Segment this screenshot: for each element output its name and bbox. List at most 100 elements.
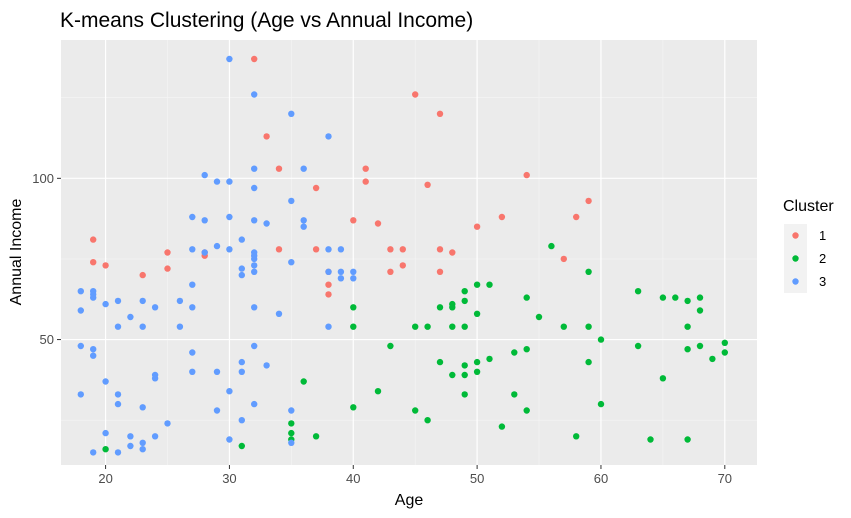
data-point-cluster-1 [498,213,506,221]
data-point-cluster-3 [325,323,332,330]
data-point-cluster-1 [362,178,369,185]
data-point-cluster-3 [139,404,146,411]
data-point-cluster-3 [114,297,122,305]
data-point-cluster-1 [387,268,394,275]
data-point-cluster-2 [350,323,357,330]
data-point-cluster-3 [251,91,258,98]
data-point-cluster-3 [164,420,171,427]
x-axis: 20 30 40 50 60 70 [98,465,732,486]
data-point-cluster-3 [325,268,332,275]
data-point-cluster-2 [424,417,431,424]
data-point-cluster-3 [90,352,97,359]
data-point-cluster-1 [399,246,406,253]
data-point-cluster-3 [251,255,258,263]
data-point-cluster-1 [436,110,444,118]
data-point-cluster-1 [374,220,382,227]
data-point-cluster-3 [151,304,159,311]
data-point-cluster-3 [151,433,159,440]
legend-marker-cluster-2 [792,255,799,262]
legend-label-cluster-1: 1 [819,228,826,243]
data-point-cluster-3 [189,246,196,253]
data-point-cluster-1 [275,246,283,253]
data-point-cluster-3 [226,55,233,63]
legend: Cluster 1 2 3 [783,198,834,293]
data-point-cluster-3 [114,323,122,330]
data-point-cluster-2 [374,388,382,395]
data-point-cluster-2 [288,429,295,437]
data-point-cluster-3 [288,439,295,446]
data-point-cluster-3 [251,165,258,172]
data-point-cluster-3 [238,358,245,366]
y-tick-label: 100 [32,171,54,186]
data-point-cluster-2 [461,391,468,398]
data-point-cluster-2 [473,368,481,375]
data-point-cluster-3 [238,265,245,272]
data-point-cluster-1 [325,281,332,288]
data-point-cluster-3 [77,307,85,314]
data-point-cluster-2 [436,358,444,366]
data-point-cluster-1 [362,165,369,172]
legend-marker-cluster-1 [792,232,799,239]
data-point-cluster-2 [461,362,468,369]
data-point-cluster-2 [238,442,245,450]
data-point-cluster-2 [696,294,704,301]
data-point-cluster-1 [90,259,97,266]
data-point-cluster-3 [288,259,295,266]
data-point-cluster-3 [90,449,97,456]
data-point-cluster-3 [263,220,270,227]
data-point-cluster-3 [226,436,233,443]
data-point-cluster-3 [288,407,295,414]
chart-title: K-means Clustering (Age vs Annual Income… [60,9,473,32]
data-point-cluster-2 [597,336,605,343]
data-point-cluster-2 [424,323,431,330]
data-point-cluster-3 [337,268,345,275]
data-point-cluster-3 [127,442,134,450]
data-point-cluster-3 [189,304,196,311]
data-point-cluster-3 [251,342,258,350]
data-point-cluster-3 [251,268,258,275]
data-point-cluster-3 [201,249,208,256]
data-point-cluster-2 [511,391,518,398]
data-point-cluster-2 [436,304,444,311]
data-point-cluster-3 [77,342,85,350]
data-point-cluster-3 [139,297,146,305]
data-point-cluster-3 [213,368,221,375]
y-axis: 50 100 [32,171,61,347]
data-point-cluster-1 [387,246,394,253]
data-point-cluster-2 [585,358,592,366]
data-point-cluster-3 [300,223,307,230]
data-point-cluster-2 [473,310,481,317]
data-point-cluster-1 [449,249,456,256]
data-point-cluster-2 [412,323,419,330]
data-point-cluster-3 [77,391,85,398]
data-point-cluster-3 [238,368,245,375]
x-tick-label: 50 [470,471,484,486]
data-point-cluster-2 [573,433,580,440]
data-point-cluster-1 [473,223,481,230]
x-tick-label: 70 [718,471,732,486]
data-point-cluster-2 [523,407,530,414]
data-point-cluster-3 [127,433,134,440]
data-point-cluster-3 [251,184,258,192]
data-point-cluster-3 [213,178,221,185]
data-point-cluster-3 [226,213,233,221]
legend-title: Cluster [783,198,834,215]
data-point-cluster-2 [449,304,456,311]
x-tick-label: 40 [346,471,360,486]
data-point-cluster-2 [659,375,667,382]
data-point-cluster-2 [461,371,468,379]
x-tick-label: 20 [98,471,112,486]
data-point-cluster-3 [251,400,258,408]
y-tick-label: 50 [40,332,54,347]
x-tick-label: 60 [594,471,608,486]
data-point-cluster-2 [412,407,419,414]
data-point-cluster-3 [226,246,233,253]
data-point-cluster-2 [672,294,679,301]
data-point-cluster-3 [189,349,196,356]
data-point-cluster-3 [238,236,245,243]
data-point-cluster-1 [312,246,320,253]
data-point-cluster-3 [350,275,357,282]
data-point-cluster-3 [325,133,332,140]
data-point-cluster-3 [176,323,184,330]
data-point-cluster-3 [337,275,345,282]
